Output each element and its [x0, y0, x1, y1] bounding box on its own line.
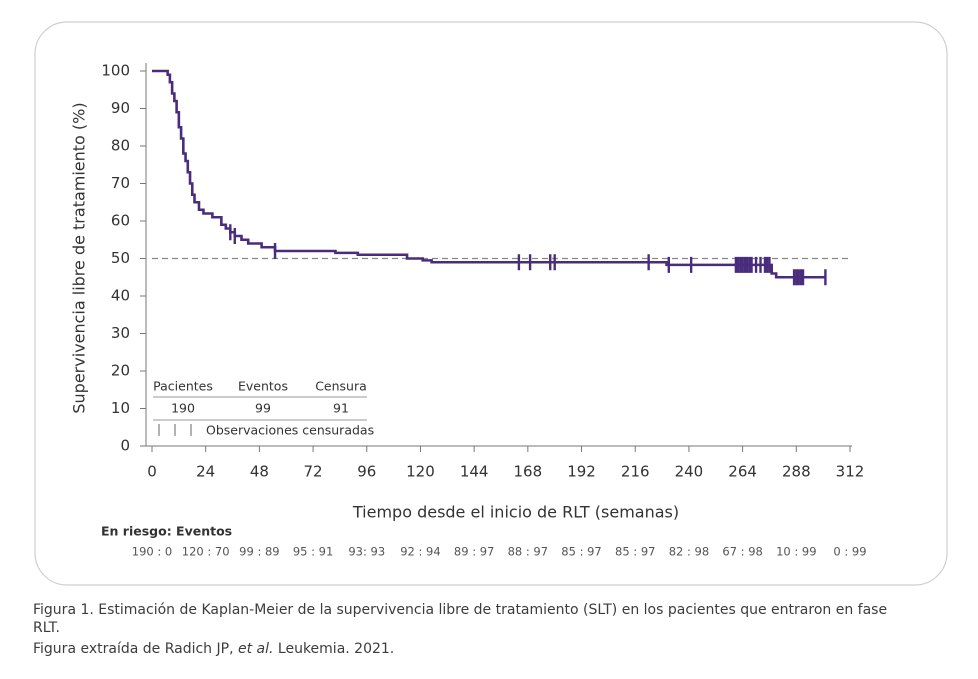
y-tick-label: 30: [111, 324, 130, 342]
at-risk-value: 89 : 97: [454, 545, 494, 559]
source-text: et al.: [237, 641, 274, 657]
at-risk-value: 190 : 0: [132, 545, 172, 559]
x-tick-label: 120: [406, 463, 435, 481]
at-risk-label: En riesgo: Eventos: [101, 524, 232, 539]
x-tick-label: 312: [836, 463, 865, 481]
x-tick-label: 216: [621, 463, 650, 481]
at-risk-value: 120 : 70: [182, 545, 230, 559]
x-tick-label: 72: [304, 463, 323, 481]
y-tick-label: 10: [111, 399, 130, 417]
at-risk-value: 95 : 91: [293, 545, 333, 559]
x-tick-label: 168: [514, 463, 543, 481]
y-tick-label: 80: [111, 137, 130, 155]
table-cell: 99: [255, 401, 271, 416]
table-header: Censura: [315, 379, 367, 394]
at-risk-value: 99 : 89: [239, 545, 279, 559]
table-cell: 190: [171, 401, 195, 416]
chart: Supervivencia libre de tratamiento (%) T…: [34, 21, 948, 586]
y-tick-label: 90: [111, 99, 130, 117]
caption-title: Figura 1. Estimación de Kaplan-Meier de …: [33, 602, 888, 636]
y-tick-label: 60: [111, 212, 130, 230]
source-text: Leukemia. 2021.: [273, 641, 395, 657]
y-tick-label: 70: [111, 174, 130, 192]
y-tick-label: 50: [111, 249, 130, 267]
table-header: Eventos: [238, 379, 288, 394]
x-tick-label: 48: [250, 463, 269, 481]
source-text: Figura extraída de Radich JP,: [33, 641, 238, 657]
x-tick-label: 192: [567, 463, 596, 481]
at-risk-value: 88 : 97: [508, 545, 548, 559]
survival-curve: [152, 69, 826, 279]
y-tick-label: 0: [120, 437, 130, 455]
y-tick-label: 100: [101, 62, 130, 80]
at-risk-value: 10 : 99: [776, 545, 816, 559]
table-cell: 91: [333, 401, 349, 416]
at-risk-value: 82 : 98: [669, 545, 709, 559]
table-header: Pacientes: [153, 379, 213, 394]
at-risk-value: 85 : 97: [615, 545, 655, 559]
at-risk-value: 92 : 94: [400, 545, 440, 559]
legend-label: Observaciones censuradas: [206, 423, 374, 438]
at-risk-value: 85 : 97: [561, 545, 601, 559]
x-tick-label: 96: [357, 463, 376, 481]
chart-frame: [34, 21, 948, 586]
y-axis-title: Supervivencia libre de tratamiento (%): [70, 102, 89, 413]
x-tick-label: 264: [728, 463, 757, 481]
at-risk-value: 67 : 98: [722, 545, 762, 559]
x-tick-label: 288: [782, 463, 811, 481]
x-tick-label: 144: [460, 463, 489, 481]
x-tick-label: 240: [675, 463, 704, 481]
at-risk-value: 0 : 99: [833, 545, 866, 559]
caption-source: Figura extraída de Radich JP, et al. Leu…: [33, 640, 913, 658]
x-axis-title: Tiempo desde el inicio de RLT (semanas): [352, 503, 679, 522]
x-tick-label: 0: [147, 463, 157, 481]
x-tick-label: 24: [196, 463, 215, 481]
y-tick-label: 20: [111, 362, 130, 380]
at-risk-value: 93: 93: [348, 545, 385, 559]
y-tick-label: 40: [111, 287, 130, 305]
